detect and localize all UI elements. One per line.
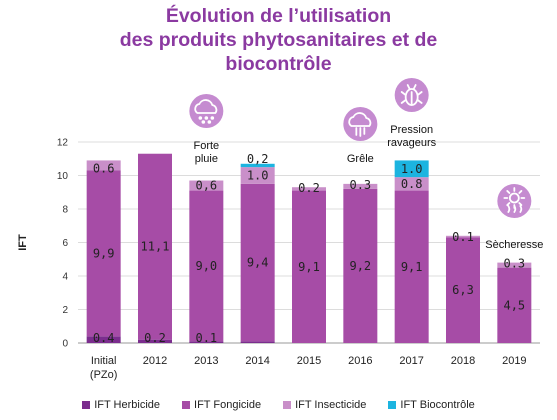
x-tick-label: 2017 bbox=[399, 355, 423, 367]
legend-swatch-insecticide bbox=[283, 401, 292, 409]
bar-segment bbox=[86, 160, 121, 171]
bar-segment bbox=[138, 339, 172, 343]
rain-cloud-icon bbox=[194, 99, 218, 124]
legend-item-herbicide: IFT Herbicide bbox=[82, 399, 160, 411]
data-label: 1.0 bbox=[401, 162, 423, 176]
annotation-label: Pression bbox=[390, 124, 433, 136]
bar-segment bbox=[189, 341, 224, 343]
title-line-1: Évolution de l’utilisation bbox=[165, 5, 392, 27]
annotation-label: Forte bbox=[193, 140, 219, 152]
bar-segment bbox=[446, 235, 480, 238]
hail-cloud-icon-circle bbox=[343, 107, 378, 141]
bar-segment bbox=[240, 341, 275, 343]
data-label: 0,2 bbox=[247, 152, 269, 166]
annotation-label: Sècheresse bbox=[485, 239, 543, 251]
hail-cloud-icon bbox=[348, 112, 372, 137]
bar-segment bbox=[497, 262, 532, 268]
bar-segment bbox=[138, 153, 172, 340]
sun-heat-icon-circle bbox=[497, 184, 532, 218]
x-tick-label: 2018 bbox=[451, 355, 475, 367]
bar-segment bbox=[189, 180, 224, 191]
bar-segment bbox=[343, 188, 378, 343]
legend-label-herbicide: IFT Herbicide bbox=[94, 399, 161, 411]
x-tick-label: 2014 bbox=[245, 355, 269, 367]
data-label: 0.3 bbox=[503, 257, 525, 271]
data-label: 9,4 bbox=[247, 256, 269, 270]
x-tick-label: 2012 bbox=[143, 355, 167, 367]
bar-segment bbox=[86, 336, 121, 343]
bar-segment bbox=[292, 187, 326, 191]
bar-segment bbox=[394, 190, 429, 343]
data-label: 0.2 bbox=[144, 331, 166, 345]
legend-item-fongicide: IFT Fongicide bbox=[182, 399, 261, 411]
data-label: 11,1 bbox=[141, 240, 170, 254]
data-label: 1.0 bbox=[247, 169, 269, 183]
bar-segment bbox=[394, 160, 429, 178]
bar-segment bbox=[240, 183, 275, 342]
legend-swatch-biocontrole bbox=[388, 401, 397, 409]
legend-label-biocontrole: IFT Biocontrôle bbox=[400, 399, 475, 411]
y-tick-label: 2 bbox=[62, 305, 68, 316]
data-label: 0.3 bbox=[349, 178, 371, 192]
title-line-2: des produits phytosanitaires et de bbox=[119, 29, 438, 51]
bar-segment bbox=[292, 190, 326, 343]
legend-label-insecticide: IFT Insecticide bbox=[295, 399, 367, 411]
bar-segment bbox=[343, 183, 378, 189]
legend-item-insecticide: IFT Insecticide bbox=[283, 399, 366, 411]
data-label: 0.1 bbox=[452, 230, 474, 244]
data-label: 0.4 bbox=[93, 331, 115, 345]
rain-cloud-icon-circle bbox=[189, 94, 224, 128]
bar-segment bbox=[189, 190, 224, 342]
annotation-label: pluie bbox=[195, 153, 218, 165]
bar-segment bbox=[497, 267, 532, 343]
y-tick-label: 8 bbox=[62, 205, 68, 216]
y-axis-label: IFT bbox=[17, 234, 29, 251]
x-tick-label: 2013 bbox=[194, 355, 218, 367]
data-label: 0.1 bbox=[195, 331, 217, 345]
data-label: 0.2 bbox=[298, 181, 320, 195]
data-label: 0,6 bbox=[195, 179, 217, 193]
y-tick-label: 12 bbox=[57, 138, 69, 149]
bar-segment bbox=[240, 167, 275, 184]
bar-segment bbox=[446, 237, 480, 343]
bar-segment bbox=[240, 163, 275, 168]
x-tick-label: 2016 bbox=[348, 355, 372, 367]
y-tick-label: 6 bbox=[62, 238, 68, 249]
data-label: 9,2 bbox=[349, 259, 371, 273]
legend-swatch-fongicide bbox=[182, 401, 191, 409]
legend: IFT Herbicide IFT Fongicide IFT Insectic… bbox=[0, 399, 557, 411]
legend-swatch-herbicide bbox=[82, 401, 91, 409]
bar-segment bbox=[394, 177, 429, 191]
legend-label-fongicide: IFT Fongicide bbox=[194, 399, 262, 411]
data-label: 4,5 bbox=[503, 298, 525, 312]
y-tick-label: 0 bbox=[62, 339, 68, 350]
data-label: 9,9 bbox=[93, 246, 115, 260]
title-line-3: biocontrôle bbox=[225, 53, 332, 75]
data-label: 0.6 bbox=[93, 161, 115, 175]
x-tick-label: Initial bbox=[91, 355, 117, 367]
x-tick-label: 2019 bbox=[502, 355, 526, 367]
chart-title: Évolution de l’utilisation des produits … bbox=[0, 4, 557, 76]
annotation-label: ravageurs bbox=[387, 137, 436, 149]
sun-heat-icon bbox=[503, 187, 526, 213]
y-tick-label: 10 bbox=[57, 171, 69, 182]
data-label: 6,3 bbox=[452, 283, 474, 297]
legend-item-biocontrole: IFT Biocontrôle bbox=[388, 399, 475, 411]
y-tick-label: 4 bbox=[62, 272, 68, 283]
data-label: 9,0 bbox=[195, 259, 217, 273]
x-tick-label: 2015 bbox=[297, 355, 321, 367]
x-tick-label: (PZo) bbox=[90, 369, 118, 381]
data-label: 9,1 bbox=[401, 260, 423, 274]
data-label: 9,1 bbox=[298, 260, 320, 274]
annotation-label: Grêle bbox=[347, 153, 374, 165]
data-label: 0.8 bbox=[401, 177, 423, 191]
bar-segment bbox=[86, 170, 121, 337]
bug-icon bbox=[400, 84, 423, 106]
